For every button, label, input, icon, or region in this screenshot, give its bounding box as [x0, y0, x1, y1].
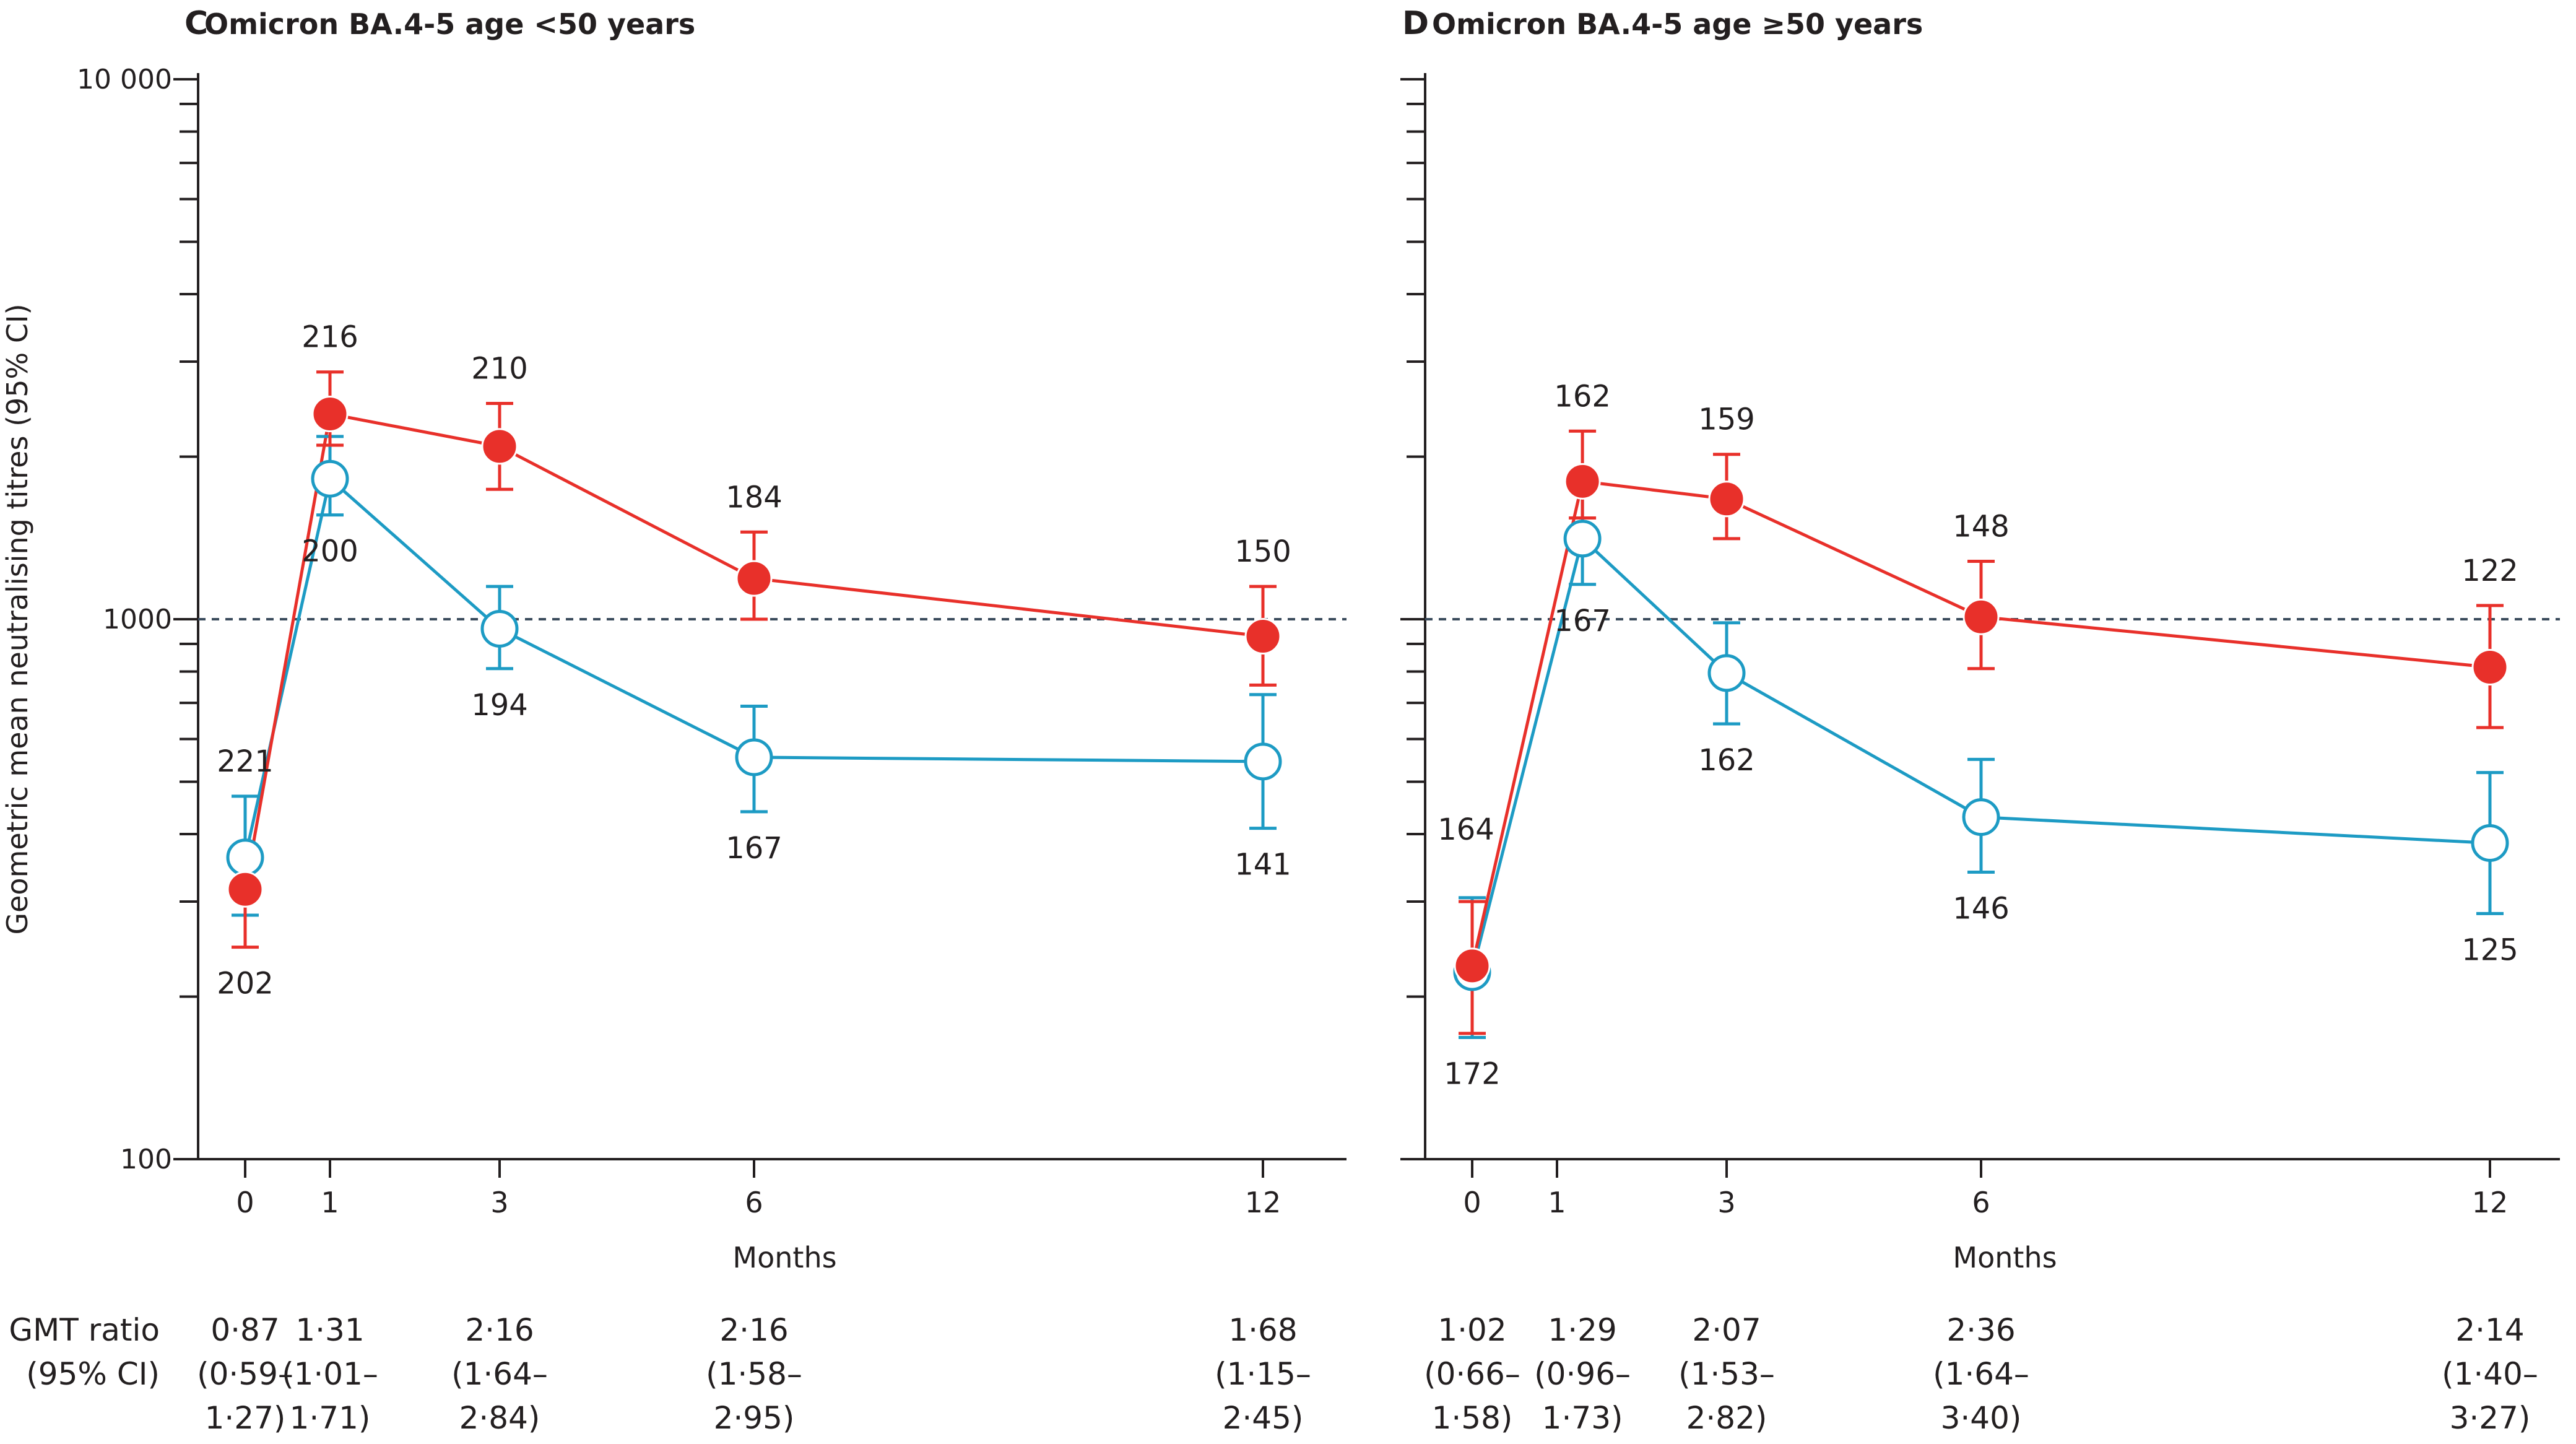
gmt-row-label: GMT ratio: [9, 1312, 160, 1348]
gmt-ratio-value: 2·16: [719, 1312, 788, 1348]
data-point-open: [480, 609, 519, 648]
x-tick-label: 3: [490, 1186, 508, 1219]
gmt-ratio-ci: (1·64–: [451, 1356, 548, 1392]
gmt-ratio-ci: 2·82): [1686, 1400, 1767, 1436]
data-point-open: [311, 459, 349, 498]
gmt-ratio-ci: (1·40–: [2442, 1356, 2538, 1392]
x-tick-label: 6: [745, 1186, 763, 1219]
data-point-open: [1962, 798, 2000, 837]
n-label: 150: [1234, 534, 1291, 569]
x-tick-label: 6: [1972, 1186, 1990, 1219]
gmt-ratio-ci: (1·01–: [282, 1356, 378, 1392]
gmt-ratio-ci: (1·58–: [706, 1356, 802, 1392]
x-axis-label: Months: [732, 1241, 836, 1274]
gmt-ratio-ci: 1·58): [1432, 1400, 1513, 1436]
x-tick-label: 1: [321, 1186, 339, 1219]
gmt-ratio-value: 1·02: [1438, 1312, 1506, 1348]
gmt-ratio-value: 1·68: [1228, 1312, 1297, 1348]
y-axis-label: Geometric mean neutralising titres (95% …: [1, 303, 34, 934]
data-point-open: [2471, 824, 2509, 862]
x-tick-label: 3: [1717, 1186, 1735, 1219]
gmt-ratio-ci: 2·95): [714, 1400, 795, 1436]
gmt-ratio-value: 1·29: [1548, 1312, 1616, 1348]
gmt-ratio-ci: 2·45): [1223, 1400, 1304, 1436]
n-label: 162: [1554, 379, 1611, 414]
x-tick-label: 12: [2472, 1186, 2509, 1219]
n-label: 200: [301, 534, 358, 569]
n-label: 202: [217, 967, 274, 1001]
data-point-filled: [1564, 463, 1601, 500]
gmt-ratio-value: 0·87: [210, 1312, 279, 1348]
gmt-ratio-ci: 3·27): [2450, 1400, 2531, 1436]
n-label: 210: [471, 351, 528, 386]
data-point-open: [735, 738, 773, 776]
gmt-ratio-ci: (0·66–: [1424, 1356, 1520, 1392]
data-point-filled: [735, 560, 773, 597]
gmt-ratio-ci: (1·64–: [1933, 1356, 2029, 1392]
x-tick-label: 12: [1245, 1186, 1281, 1219]
gmt-ratio-ci: 2·84): [459, 1400, 540, 1436]
gmt-ratio-ci: (0·96–: [1534, 1356, 1631, 1392]
data-point-open: [1707, 654, 1746, 692]
gmt-ratio-value: 2·14: [2455, 1312, 2524, 1348]
gmt-row-label-ci: (95% CI): [26, 1356, 160, 1392]
n-label: 184: [726, 480, 783, 515]
gmt-ratio-ci: 1·73): [1542, 1400, 1623, 1436]
data-point-filled: [311, 395, 349, 432]
n-label: 167: [1554, 604, 1611, 638]
n-label: 172: [1444, 1057, 1501, 1092]
data-point-open: [1244, 742, 1282, 781]
gmt-ratio-value: 2·16: [465, 1312, 534, 1348]
panel-d: D Omicron BA.4-5 age ≥50 years 0 1 3 6 12 Month…: [1400, 5, 2560, 1436]
data-point-filled: [1454, 947, 1491, 985]
x-tick-label: 1: [1548, 1186, 1566, 1219]
gmt-ratio-ci: (1·15–: [1215, 1356, 1311, 1392]
n-label: 162: [1698, 743, 1755, 778]
data-point-open: [1563, 520, 1602, 558]
gmt-ratio-value: 2·36: [1946, 1312, 2015, 1348]
gmt-ratio-ci: 1·27): [205, 1400, 286, 1436]
panel-title: Omicron BA.4-5 age <50 years: [204, 7, 695, 41]
x-tick-label: 0: [236, 1186, 254, 1219]
data-point-filled: [481, 428, 518, 465]
data-point-filled: [1244, 617, 1281, 655]
x-tick-label: 0: [1463, 1186, 1481, 1219]
gmt-ratio-ci: 1·71): [290, 1400, 371, 1436]
data-point-filled: [2471, 648, 2509, 685]
data-point-filled: [1708, 481, 1745, 518]
gmt-ratio-ci: 3·40): [1941, 1400, 2022, 1436]
panel-letter: C: [184, 5, 208, 42]
data-point-filled: [227, 871, 264, 908]
n-label: 164: [1438, 812, 1494, 847]
n-label: 167: [726, 831, 783, 866]
y-tick-label: 10 000: [77, 64, 172, 95]
panel-title: Omicron BA.4-5 age ≥50 years: [1432, 7, 1923, 41]
x-axis-label: Months: [1953, 1241, 2057, 1274]
gmt-ratio-ci: (1·53–: [1678, 1356, 1775, 1392]
n-label: 148: [1953, 510, 2010, 544]
y-tick-label: 1000: [103, 604, 172, 635]
n-label: 194: [471, 688, 528, 723]
gmt-ratio-value: 1·31: [295, 1312, 364, 1348]
gmt-ratio-ci: (0·59–: [197, 1356, 293, 1392]
gmt-ratio-value: 2·07: [1692, 1312, 1761, 1348]
y-tick-label: 100: [120, 1144, 172, 1175]
n-label: 221: [217, 744, 274, 779]
n-label: 125: [2461, 933, 2518, 967]
n-label: 216: [301, 320, 358, 355]
n-label: 146: [1953, 892, 2010, 926]
n-label: 141: [1234, 848, 1291, 882]
data-point-filled: [1962, 598, 2000, 635]
data-point-open: [226, 838, 264, 877]
n-label: 159: [1698, 402, 1755, 437]
panel-letter: D: [1402, 5, 1429, 42]
n-label: 122: [2461, 554, 2518, 588]
